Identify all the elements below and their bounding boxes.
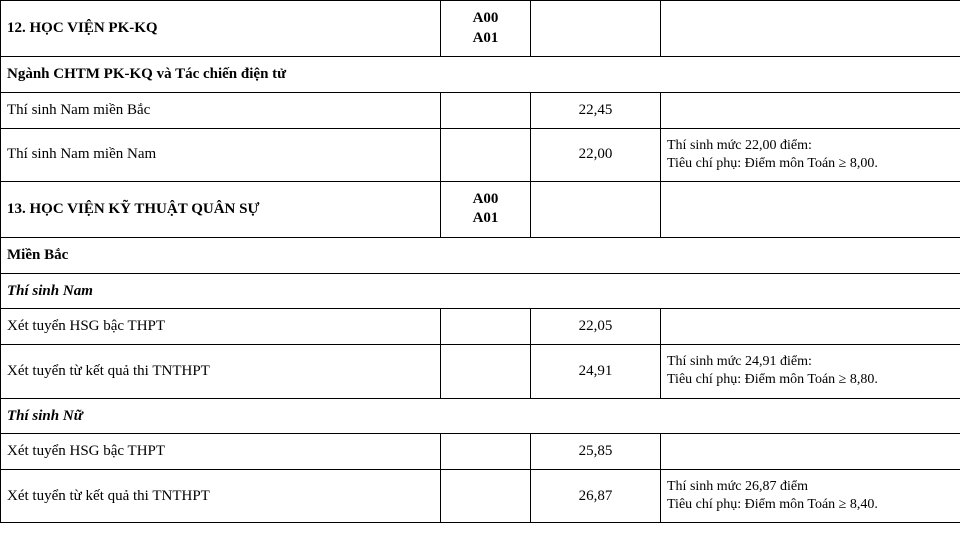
combo-line: A00	[473, 10, 499, 26]
notes-cell: Thí sinh mức 26,87 điểm Tiêu chí phụ: Đi…	[661, 470, 960, 523]
notes-cell	[661, 181, 960, 237]
exam-combo	[441, 434, 531, 470]
table-row: 12. HỌC VIỆN PK-KQ A00 A01	[1, 1, 960, 57]
exam-combo	[441, 470, 531, 523]
notes-cell: Thí sinh mức 22,00 điểm: Tiêu chí phụ: Đ…	[661, 128, 960, 181]
score-cell	[531, 181, 661, 237]
table-row: Xét tuyển từ kết quả thi TNTHPT 26,87 Th…	[1, 470, 960, 523]
table-row: Xét tuyển HSG bậc THPT 22,05	[1, 309, 960, 345]
notes-cell	[661, 1, 960, 57]
selection-method: Xét tuyển HSG bậc THPT	[1, 434, 441, 470]
exam-combo: A00 A01	[441, 181, 531, 237]
selection-method: Xét tuyển từ kết quả thi TNTHPT	[1, 470, 441, 523]
table-container: { "columns": { "widths_px": [440, 90, 13…	[0, 0, 960, 557]
score-cell: 24,91	[531, 345, 661, 398]
table-row: 13. HỌC VIỆN KỸ THUẬT QUÂN SỰ A00 A01	[1, 181, 960, 237]
score-cell: 25,85	[531, 434, 661, 470]
notes-line: Tiêu chí phụ: Điểm môn Toán ≥ 8,80.	[667, 372, 878, 387]
candidate-group: Thí sinh Nam miền Bắc	[1, 92, 441, 128]
notes-cell: Thí sinh mức 24,91 điểm: Tiêu chí phụ: Đ…	[661, 345, 960, 398]
exam-combo	[441, 128, 531, 181]
score-cell: 22,45	[531, 92, 661, 128]
notes-cell	[661, 92, 960, 128]
score-cell	[531, 1, 661, 57]
table-row: Thí sinh Nam miền Nam 22,00 Thí sinh mức…	[1, 128, 960, 181]
notes-line: Thí sinh mức 26,87 điểm	[667, 479, 808, 494]
admission-scores-table: 12. HỌC VIỆN PK-KQ A00 A01 Ngành CHTM PK…	[0, 0, 960, 523]
table-row: Miền Bắc	[1, 237, 960, 273]
combo-line: A00	[473, 191, 499, 207]
candidate-group: Thí sinh Nam miền Nam	[1, 128, 441, 181]
notes-line: Tiêu chí phụ: Điểm môn Toán ≥ 8,00.	[667, 156, 878, 171]
notes-cell	[661, 434, 960, 470]
notes-line: Tiêu chí phụ: Điểm môn Toán ≥ 8,40.	[667, 497, 878, 512]
notes-line: Thí sinh mức 24,91 điểm:	[667, 354, 812, 369]
notes-cell	[661, 309, 960, 345]
exam-combo: A00 A01	[441, 1, 531, 57]
section-title: 13. HỌC VIỆN KỸ THUẬT QUÂN SỰ	[1, 181, 441, 237]
exam-combo	[441, 92, 531, 128]
table-row: Xét tuyển HSG bậc THPT 25,85	[1, 434, 960, 470]
table-row: Thí sinh Nam miền Bắc 22,45	[1, 92, 960, 128]
selection-method: Xét tuyển HSG bậc THPT	[1, 309, 441, 345]
notes-line: Thí sinh mức 22,00 điểm:	[667, 138, 812, 153]
combo-line: A01	[473, 30, 499, 46]
score-cell: 22,00	[531, 128, 661, 181]
region-title: Miền Bắc	[1, 237, 960, 273]
subsection-title: Ngành CHTM PK-KQ và Tác chiến điện tử	[1, 57, 960, 93]
exam-combo	[441, 345, 531, 398]
score-cell: 22,05	[531, 309, 661, 345]
gender-title: Thí sinh Nam	[1, 273, 960, 309]
table-row: Thí sinh Nam	[1, 273, 960, 309]
table-row: Xét tuyển từ kết quả thi TNTHPT 24,91 Th…	[1, 345, 960, 398]
table-row: Ngành CHTM PK-KQ và Tác chiến điện tử	[1, 57, 960, 93]
exam-combo	[441, 309, 531, 345]
gender-title: Thí sinh Nữ	[1, 398, 960, 434]
table-row: Thí sinh Nữ	[1, 398, 960, 434]
selection-method: Xét tuyển từ kết quả thi TNTHPT	[1, 345, 441, 398]
score-cell: 26,87	[531, 470, 661, 523]
section-title: 12. HỌC VIỆN PK-KQ	[1, 1, 441, 57]
combo-line: A01	[473, 210, 499, 226]
